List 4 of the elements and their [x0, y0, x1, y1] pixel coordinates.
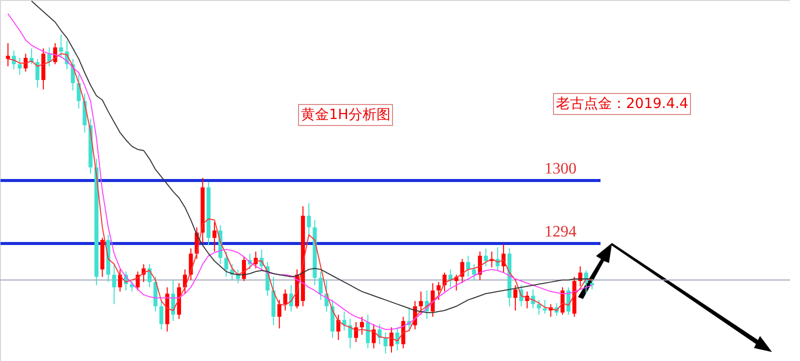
y-tick-label: 1294: [544, 224, 576, 241]
annotation: 黄金1H分析图: [298, 104, 394, 126]
annotation: 老古点金：2019.4.4: [553, 93, 692, 115]
y-tick-label: 1300: [544, 160, 576, 178]
